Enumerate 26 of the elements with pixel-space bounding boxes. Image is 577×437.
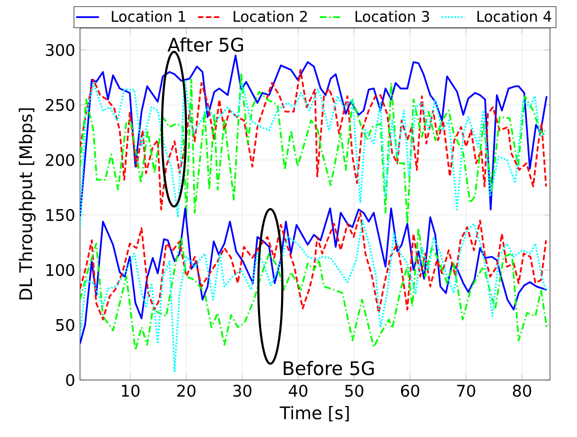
y-axis-title: DL Throughput [Mbps] [18, 108, 36, 300]
x-tick-label: 70 [457, 384, 476, 397]
y-tick-label: 50 [56, 318, 74, 332]
y-tick-label: 200 [46, 154, 74, 166]
x-tick-label: 30 [233, 384, 252, 397]
x-tick-label: 40 [288, 384, 308, 397]
y-tick-label: 0 [66, 374, 74, 386]
y-tick-label: 100 [46, 264, 74, 276]
x-tick-label: 50 [345, 384, 364, 397]
line-series [80, 212, 547, 320]
x-tick-label: 10 [122, 384, 140, 397]
annotation: After 5G [168, 37, 243, 52]
y-tick-label: 300 [46, 44, 74, 56]
legend-label: Location 4 [477, 10, 552, 22]
x-tick-label: 20 [177, 384, 196, 397]
y-tick-label: 250 [46, 98, 74, 112]
y-tick-label: 150 [46, 208, 74, 222]
legend-label: Location 1 [112, 10, 186, 22]
line-series [80, 227, 548, 352]
x-tick-label: 60 [401, 384, 420, 397]
legend-label: Location 3 [356, 10, 430, 22]
x-tick-label: 80 [512, 384, 532, 397]
line-series [80, 208, 548, 345]
legend-label: Location 2 [234, 10, 307, 22]
annotation: Before 5G [284, 360, 374, 376]
x-axis-title: Time [s] [280, 406, 349, 422]
